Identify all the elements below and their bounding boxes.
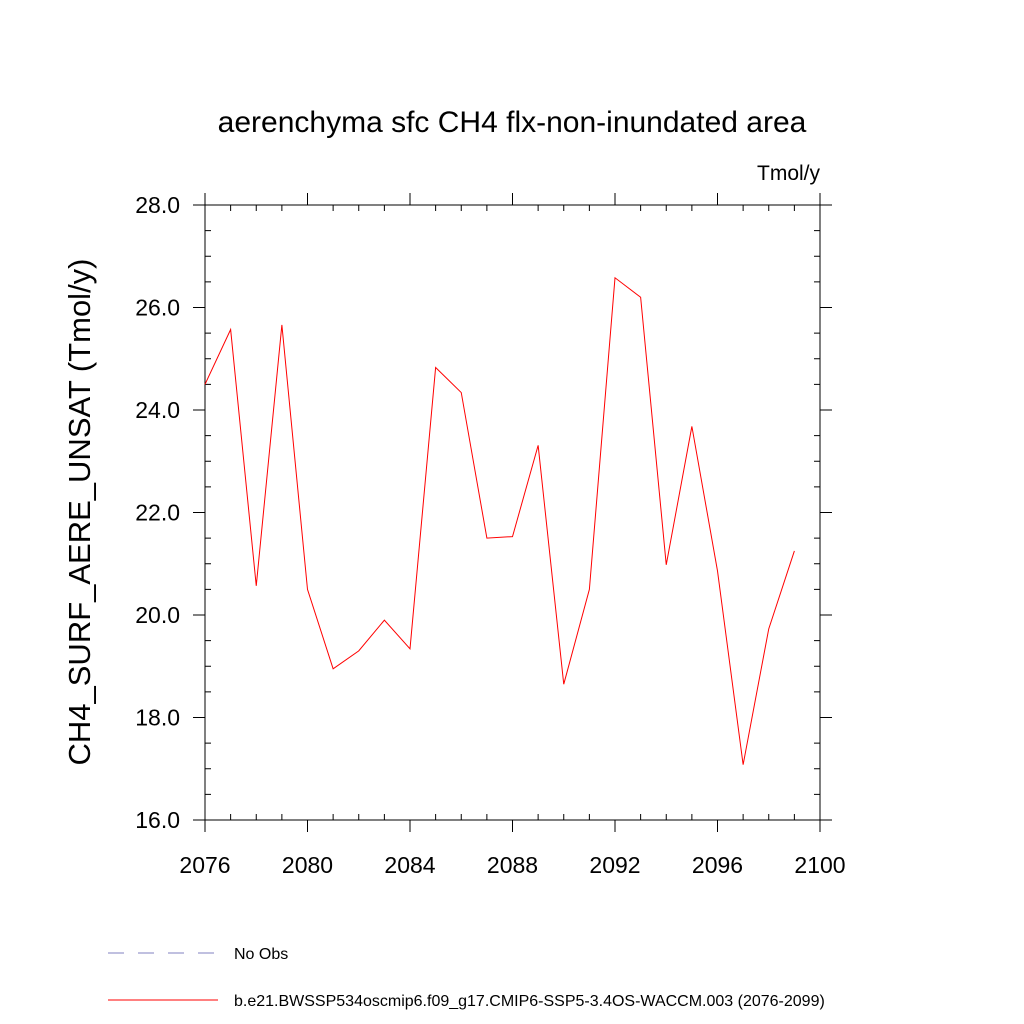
data-point [512, 536, 513, 537]
data-point [717, 570, 718, 571]
y-tick-label: 26.0 [135, 295, 180, 321]
y-tick-label: 22.0 [135, 500, 180, 526]
x-tick-label: 2088 [487, 852, 538, 878]
axis-ticks: 2076 2080 2084 2088 2092 2096 2100 16.0 18.0 20.0… [135, 192, 845, 878]
series-layer [204, 276, 795, 765]
data-point [615, 277, 616, 278]
units-label: Tmol/y [757, 162, 821, 185]
data-point [461, 392, 462, 393]
data-point [640, 297, 641, 298]
data-point [230, 329, 231, 330]
y-tick-label: 24.0 [135, 397, 180, 423]
data-point [563, 684, 564, 685]
data-point [333, 668, 334, 669]
data-point [486, 538, 487, 539]
x-tick-label: 2084 [384, 852, 435, 878]
data-point [435, 367, 436, 368]
y-tick-label: 28.0 [135, 192, 180, 218]
data-point [666, 564, 667, 565]
chart-title: aerenchyma sfc CH4 flx-non-inundated are… [218, 106, 807, 139]
data-point [358, 650, 359, 651]
x-tick-label: 2100 [794, 852, 845, 878]
data-point [768, 628, 769, 629]
x-tick-label: 2076 [179, 852, 230, 878]
data-point [794, 550, 795, 551]
data-point [691, 426, 692, 427]
legend: No Obs b.e21.BWSSP534oscmip6.f09_g17.CMIP… [108, 946, 825, 1010]
data-point [410, 648, 411, 649]
legend-label: b.e21.BWSSP534oscmip6.f09_g17.CMIP6-SSP5… [234, 993, 825, 1010]
data-point [256, 585, 257, 586]
series-line [204, 276, 795, 765]
data-point [307, 589, 308, 590]
data-point [281, 324, 282, 325]
data-point [205, 384, 206, 385]
data-point [538, 445, 539, 446]
y-axis-label: CH4_SURF_AERE_UNSAT (Tmol/y) [62, 258, 97, 765]
x-tick-label: 2096 [692, 852, 743, 878]
x-tick-label: 2080 [282, 852, 333, 878]
legend-label: No Obs [234, 946, 288, 963]
plot-frame [204, 204, 821, 821]
data-point [743, 764, 744, 765]
data-point [384, 620, 385, 621]
data-point [589, 589, 590, 590]
y-tick-label: 18.0 [135, 705, 180, 731]
y-tick-label: 20.0 [135, 602, 180, 628]
x-tick-label: 2092 [589, 852, 640, 878]
y-tick-label: 16.0 [135, 807, 180, 833]
